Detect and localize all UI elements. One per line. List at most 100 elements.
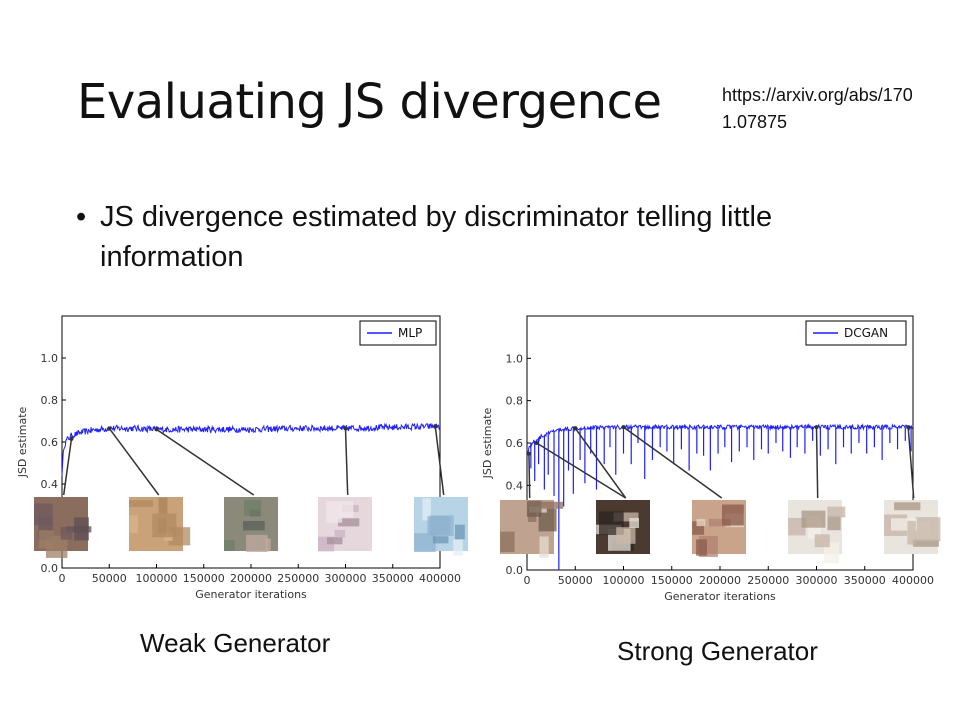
sample-arrow-head <box>573 426 578 431</box>
y-tick-label: 0.0 <box>506 564 524 577</box>
x-tick-label: 150000 <box>651 574 693 587</box>
sample-arrow <box>536 442 627 499</box>
sample-image-patch <box>246 534 268 552</box>
sample-image-patch <box>616 527 636 544</box>
sample-image-patch <box>129 500 154 507</box>
legend-label: MLP <box>398 326 422 340</box>
y-axis-label: JSD estimate <box>481 407 494 479</box>
legend-label: DCGAN <box>844 326 888 340</box>
sample-image-patch <box>894 502 921 511</box>
y-tick-label: 0.8 <box>41 394 59 407</box>
sample-arrow-head <box>69 436 74 441</box>
sample-image <box>414 497 468 556</box>
sample-arrow-head <box>906 425 911 430</box>
sample-arrow-head <box>526 451 531 456</box>
x-tick-label: 250000 <box>747 574 789 587</box>
sample-image-patch <box>538 508 557 532</box>
x-tick-label: 350000 <box>372 572 414 585</box>
sample-image-patch <box>788 517 806 536</box>
bullet-item: • JS divergence estimated by discriminat… <box>76 197 856 277</box>
y-axis-label: JSD estimate <box>16 406 29 478</box>
series-line-dcgan <box>526 423 913 453</box>
caption-strong-generator: Strong Generator <box>617 636 818 666</box>
sample-arrow <box>528 453 531 499</box>
x-tick-label: 300000 <box>325 572 367 585</box>
sample-image-patch <box>500 531 515 553</box>
sample-image-patch <box>244 500 262 516</box>
sample-image-patch <box>540 501 564 509</box>
y-tick-label: 0.6 <box>506 437 524 450</box>
sample-arrow-head <box>621 425 626 430</box>
sample-arrow-head <box>534 441 539 445</box>
sample-image <box>500 500 564 558</box>
sample-image-patch <box>814 534 830 548</box>
sample-image-patch <box>915 517 941 542</box>
sample-arrow <box>108 427 160 496</box>
sample-arrow <box>344 428 349 496</box>
x-tick-label: 250000 <box>277 572 319 585</box>
y-tick-label: 0.4 <box>506 479 524 492</box>
sample-image-patch <box>827 516 841 531</box>
x-tick-label: 0 <box>524 574 531 587</box>
x-tick-label: 150000 <box>183 572 225 585</box>
sample-image <box>788 500 846 564</box>
x-tick-label: 100000 <box>136 572 178 585</box>
sample-arrow <box>574 427 627 499</box>
sample-image-patch <box>827 506 846 518</box>
y-tick-label: 1.0 <box>506 352 524 365</box>
y-tick-label: 0.0 <box>41 562 59 575</box>
sample-image-patch <box>722 504 744 526</box>
sample-image <box>596 500 650 554</box>
sample-image-patch <box>613 512 639 522</box>
x-tick-label: 0 <box>59 572 66 585</box>
sample-arrow <box>815 427 819 499</box>
x-axis-label: Generator iterations <box>195 588 307 601</box>
sample-image-patch <box>453 539 463 556</box>
reference-link[interactable]: https://arxiv.org/abs/1701.07875 <box>722 85 913 132</box>
sample-image-patch <box>338 518 360 527</box>
x-tick-label: 400000 <box>892 574 934 587</box>
sample-image-patch <box>907 520 916 545</box>
sample-image-patch <box>801 510 826 528</box>
sample-image <box>129 497 191 551</box>
sample-image-patch <box>66 526 92 533</box>
sample-image-patch <box>708 518 731 527</box>
sample-image-patch <box>696 519 706 527</box>
x-tick-label: 400000 <box>419 572 461 585</box>
x-tick-label: 100000 <box>603 574 645 587</box>
x-tick-label: 300000 <box>796 574 838 587</box>
sample-image-patch <box>129 515 138 533</box>
sample-image <box>692 500 746 557</box>
y-tick-label: 0.8 <box>506 395 524 408</box>
sample-image-patch <box>224 540 235 551</box>
sample-arrow <box>907 427 915 499</box>
sample-image-patch <box>629 518 639 528</box>
x-tick-label: 50000 <box>92 572 127 585</box>
sample-image-patch <box>455 524 465 540</box>
sample-image-patch <box>539 536 549 558</box>
sample-image <box>318 497 372 552</box>
sample-image-patch <box>334 529 346 538</box>
bullet-text: JS divergence estimated by discriminator… <box>100 201 773 273</box>
sample-image-patch <box>243 521 265 531</box>
sample-image-patch <box>158 497 168 514</box>
y-tick-label: 0.4 <box>41 478 59 491</box>
sample-image-patch <box>60 526 73 540</box>
bullet-dot-icon: • <box>76 201 87 233</box>
x-tick-label: 200000 <box>699 574 741 587</box>
sample-image-patch <box>39 530 54 549</box>
sample-image-patch <box>427 516 451 535</box>
sample-image-patch <box>326 501 343 523</box>
sample-image-patch <box>422 498 431 521</box>
sample-arrow-head <box>433 424 438 429</box>
sample-image <box>224 497 278 552</box>
sample-image-patch <box>152 513 177 538</box>
series-line-mlp <box>61 422 441 477</box>
sample-image-patch <box>912 539 939 547</box>
legend: DCGAN <box>805 320 907 346</box>
sample-image-patch <box>327 537 343 545</box>
x-axis-label: Generator iterations <box>664 590 776 603</box>
sample-image-patch <box>696 539 707 556</box>
